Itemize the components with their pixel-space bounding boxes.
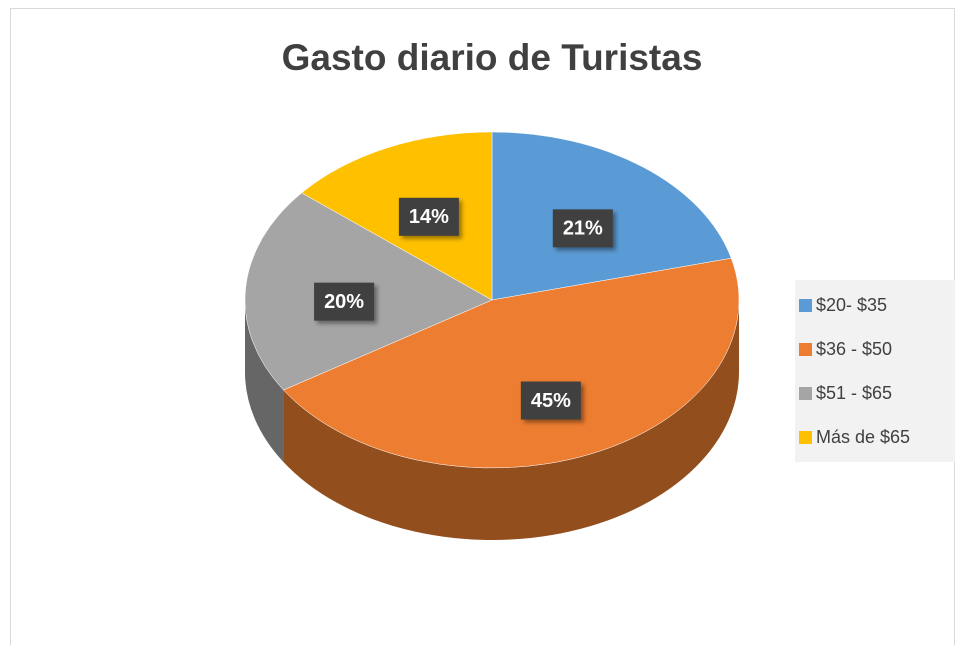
data-label: 21% [563,218,603,240]
legend-swatch [799,387,812,400]
legend-swatch [799,343,812,356]
slice [283,257,740,469]
legend-label: $51 - $65 [816,383,892,403]
legend-swatch [799,431,812,444]
data-label: 20% [324,291,364,313]
data-label-box [552,209,613,248]
slice [301,131,493,301]
data-label-box [520,381,581,420]
data-label: 14% [409,206,449,228]
slice-side [283,300,739,541]
data-label-box [314,282,375,321]
legend-box [795,280,955,462]
legend-swatch [799,299,812,312]
data-label-box [398,197,459,236]
legend-label: $36 - $50 [816,339,892,359]
legend-label: $20- $35 [816,295,887,315]
chart-title: Gasto diario de Turistas [282,37,703,78]
slice-side [245,300,284,463]
data-label: 45% [531,390,571,412]
legend-label: Más de $65 [816,427,910,447]
